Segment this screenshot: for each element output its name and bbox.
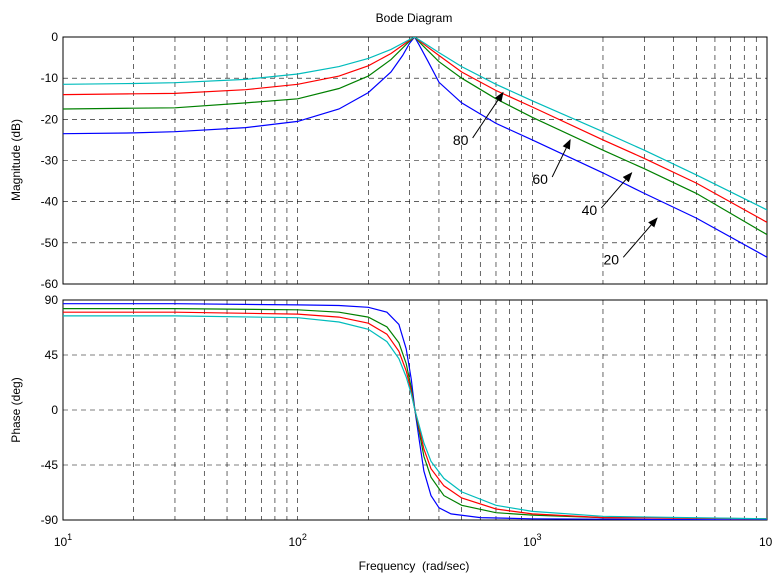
phase-grid <box>63 300 767 520</box>
magnitude-y-axis-label: Magnitude (dB) <box>9 119 23 201</box>
phase-series-20 <box>63 303 767 520</box>
annotation-arrow-40 <box>600 172 633 209</box>
x-tick-label: 104 <box>759 532 772 549</box>
annotation-label-40: 40 <box>582 202 598 218</box>
phase-y-axis-label: Phase (deg) <box>9 377 23 442</box>
magnitude-series-40 <box>63 37 767 236</box>
phase-y-tick-label: 45 <box>45 348 59 362</box>
annotation-arrow-20 <box>622 217 658 258</box>
magnitude-y-tick-label: 0 <box>51 30 58 44</box>
frequency-x-axis-label: Frequency (rad/sec) <box>359 559 470 573</box>
magnitude-grid <box>63 37 767 284</box>
phase-y-tick-label: -90 <box>41 513 59 527</box>
phase-series <box>63 303 767 520</box>
phase-series-80 <box>63 315 767 520</box>
annotation-label-20: 20 <box>604 251 620 267</box>
magnitude-y-tick-label: -40 <box>41 195 59 209</box>
magnitude-y-ticks: 0 -10 -20 -30 -40 -50 -60 <box>41 30 59 291</box>
magnitude-annotations: 80 60 40 20 <box>453 91 658 267</box>
annotation-arrow-80 <box>472 91 504 139</box>
frequency-x-ticks: 101 102 103 104 <box>54 532 772 549</box>
annotation-label-60: 60 <box>532 171 548 187</box>
phase-y-tick-label: 90 <box>45 293 59 307</box>
magnitude-series-80 <box>63 37 767 211</box>
x-tick-label: 103 <box>523 532 541 549</box>
annotation-arrow-60 <box>551 139 571 178</box>
magnitude-series-20 <box>63 37 767 258</box>
chart-title: Bode Diagram <box>376 11 453 25</box>
phase-y-tick-label: 0 <box>51 403 58 417</box>
magnitude-y-tick-label: -20 <box>41 112 59 126</box>
magnitude-y-tick-label: -50 <box>41 236 59 250</box>
phase-y-tick-label: -45 <box>41 458 59 472</box>
x-tick-label: 101 <box>54 532 72 549</box>
magnitude-y-tick-label: -60 <box>41 277 59 291</box>
magnitude-series-60 <box>63 37 767 223</box>
magnitude-y-tick-label: -10 <box>41 71 59 85</box>
magnitude-y-tick-label: -30 <box>41 154 59 168</box>
magnitude-series <box>63 37 767 258</box>
phase-y-ticks: 90 45 0 -45 -90 <box>41 293 59 527</box>
x-tick-label: 102 <box>288 532 306 549</box>
annotation-label-80: 80 <box>453 132 469 148</box>
